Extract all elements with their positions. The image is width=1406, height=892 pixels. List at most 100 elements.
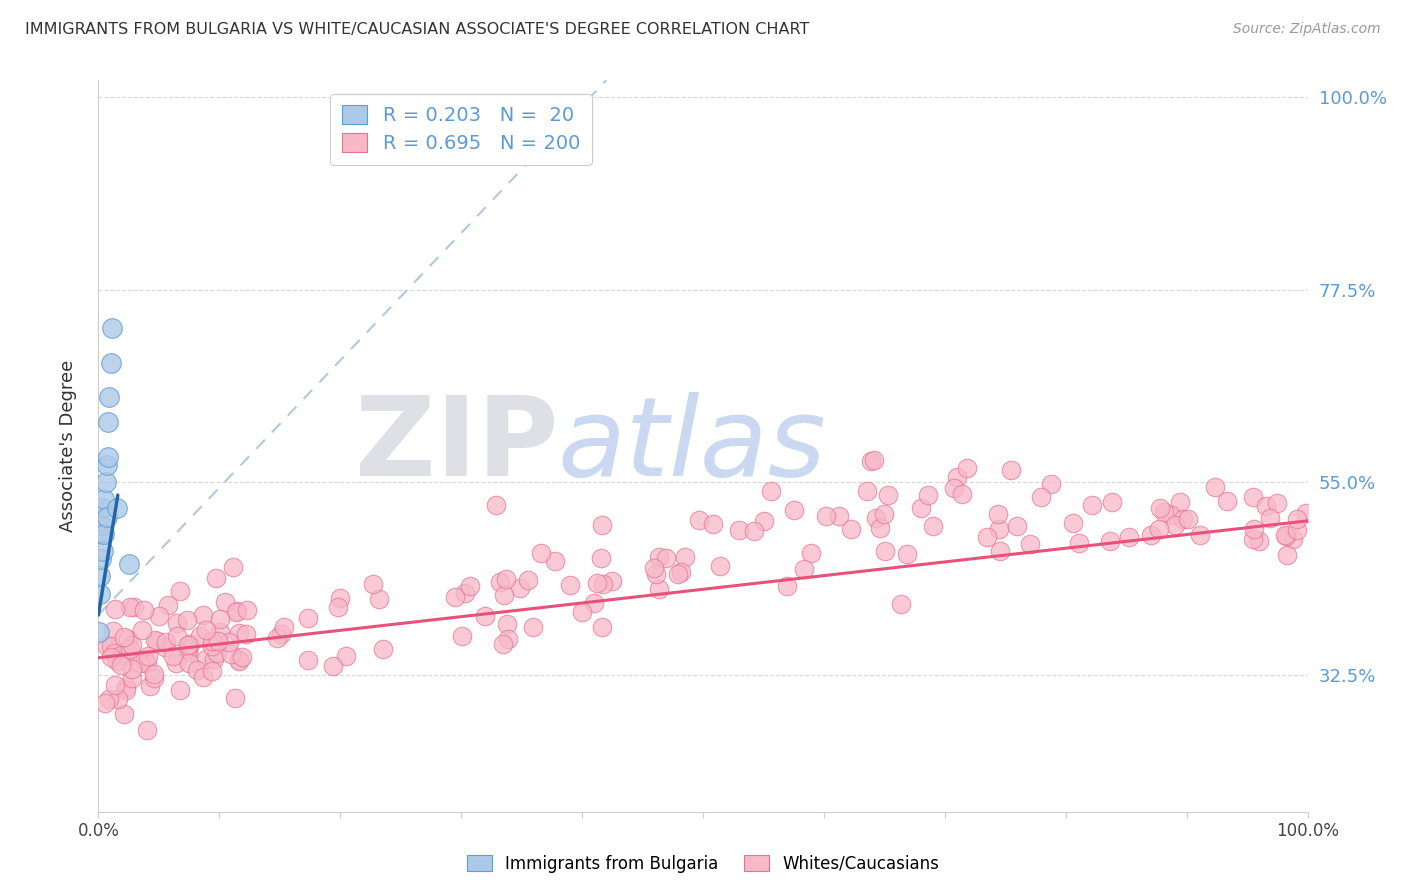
Point (87, 625, 110, 640)
Point (228, 652, 250, 666)
Point (950, 487, 973, 501)
Legend: R = 0.203   N =  20, R = 0.695   N = 200: R = 0.203 N = 20, R = 0.695 N = 200 (330, 94, 592, 165)
Point (1281, 533, 1303, 547)
Point (516, 573, 538, 587)
Point (89, 586, 111, 600)
Point (93, 526, 115, 541)
Point (329, 591, 352, 605)
Point (571, 605, 593, 619)
Point (744, 524, 766, 538)
Point (495, 572, 517, 586)
Point (136, 649, 159, 664)
Point (112, 706, 135, 721)
Point (1285, 523, 1308, 537)
Point (162, 648, 184, 663)
Point (875, 544, 897, 558)
Point (1188, 527, 1211, 541)
Point (1216, 494, 1239, 508)
Point (910, 501, 932, 516)
Point (270, 627, 292, 641)
Point (1168, 495, 1191, 509)
Point (120, 641, 142, 656)
Point (118, 599, 141, 614)
Point (201, 665, 224, 679)
Point (890, 598, 912, 612)
Point (191, 670, 214, 684)
Point (1005, 518, 1028, 533)
Point (530, 546, 553, 560)
Point (143, 671, 166, 685)
Point (115, 681, 138, 695)
Point (1040, 477, 1063, 491)
Point (89, 569, 111, 583)
Point (1160, 508, 1182, 522)
Point (93, 492, 115, 507)
Point (112, 630, 135, 644)
Point (1029, 490, 1052, 504)
Point (873, 508, 896, 522)
Point (177, 641, 200, 656)
Point (728, 523, 751, 537)
Point (454, 586, 477, 600)
Point (877, 488, 900, 502)
Point (225, 605, 247, 619)
Point (451, 629, 474, 643)
Point (186, 663, 208, 677)
Point (96, 458, 118, 473)
Point (1177, 512, 1199, 526)
Point (131, 623, 153, 637)
Point (153, 640, 176, 654)
Text: Source: ZipAtlas.com: Source: ZipAtlas.com (1233, 22, 1381, 37)
Point (860, 454, 883, 468)
Point (96, 509, 118, 524)
Point (107, 692, 129, 706)
Point (1295, 506, 1317, 520)
Point (201, 639, 224, 653)
Point (1163, 518, 1185, 533)
Point (988, 544, 1011, 558)
Point (135, 723, 157, 738)
Point (492, 588, 515, 602)
Point (1098, 533, 1121, 548)
Point (645, 566, 668, 581)
Point (90, 526, 112, 541)
Point (558, 578, 581, 592)
Point (219, 647, 242, 661)
Point (783, 503, 806, 517)
Point (228, 625, 250, 640)
Point (673, 549, 696, 564)
Point (156, 598, 179, 612)
Point (145, 633, 167, 648)
Point (214, 594, 236, 608)
Point (702, 516, 724, 531)
Point (1149, 522, 1171, 536)
Point (118, 557, 141, 571)
Point (648, 550, 671, 565)
Point (688, 512, 710, 526)
Point (98, 390, 121, 404)
Point (1247, 534, 1270, 549)
Point (91, 518, 114, 533)
Point (492, 637, 515, 651)
Point (586, 576, 609, 591)
Point (839, 522, 862, 536)
Point (96, 639, 118, 653)
Point (793, 562, 815, 576)
Point (100, 321, 122, 335)
Point (752, 514, 775, 528)
Point (582, 596, 605, 610)
Text: atlas: atlas (558, 392, 827, 500)
Point (297, 653, 319, 667)
Point (1000, 463, 1022, 477)
Point (208, 612, 231, 626)
Text: ZIP: ZIP (354, 392, 558, 500)
Point (148, 609, 170, 624)
Point (235, 626, 257, 640)
Point (669, 566, 692, 580)
Point (188, 630, 211, 644)
Point (155, 634, 177, 648)
Point (976, 530, 998, 544)
Point (194, 624, 217, 638)
Point (105, 501, 128, 516)
Point (942, 482, 965, 496)
